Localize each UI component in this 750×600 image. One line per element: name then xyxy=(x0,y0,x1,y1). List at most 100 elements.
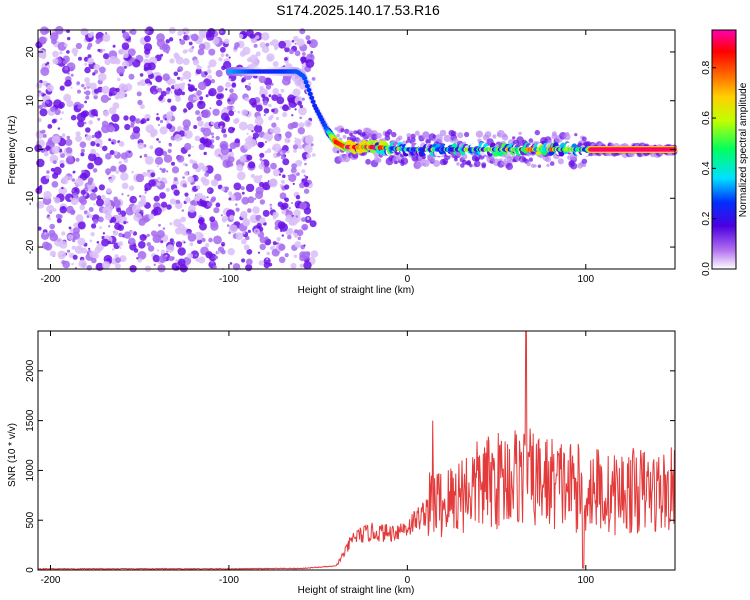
noise-speckle xyxy=(259,86,264,91)
noise-speckle xyxy=(66,135,71,140)
noise-speckle xyxy=(157,264,166,273)
noise-speckle xyxy=(188,41,193,46)
noise-speckle xyxy=(268,178,278,188)
noise-speckle xyxy=(207,65,211,69)
noise-speckle xyxy=(192,96,197,101)
noise-speckle xyxy=(236,171,246,181)
noise-speckle xyxy=(155,75,163,83)
ridge-haze xyxy=(365,158,371,165)
noise-speckle xyxy=(259,88,268,97)
noise-speckle xyxy=(177,247,186,256)
noise-speckle xyxy=(105,168,112,175)
noise-speckle xyxy=(198,100,203,105)
noise-speckle xyxy=(291,114,294,117)
noise-speckle xyxy=(108,92,113,97)
ridge-haze xyxy=(528,138,534,143)
ridge-haze xyxy=(443,134,451,143)
noise-speckle xyxy=(272,126,281,135)
noise-speckle xyxy=(85,90,91,96)
noise-speckle xyxy=(141,209,144,213)
noise-speckle xyxy=(198,217,205,224)
noise-speckle xyxy=(66,249,71,253)
noise-speckle xyxy=(186,36,190,40)
ridge-haze xyxy=(340,128,345,133)
noise-speckle xyxy=(284,46,290,53)
noise-speckle xyxy=(208,88,217,97)
noise-speckle xyxy=(213,265,217,269)
noise-speckle xyxy=(241,258,246,263)
noise-speckle xyxy=(82,110,89,117)
noise-speckle xyxy=(296,172,300,176)
noise-speckle xyxy=(242,231,246,235)
noise-speckle xyxy=(135,173,145,183)
noise-speckle xyxy=(242,46,251,55)
noise-speckle xyxy=(218,154,221,157)
y-tick-label: 1000 xyxy=(25,459,36,482)
noise-speckle xyxy=(117,241,124,247)
noise-speckle xyxy=(163,154,173,163)
noise-speckle xyxy=(68,226,72,230)
noise-speckle xyxy=(234,138,240,144)
noise-speckle xyxy=(220,187,225,192)
noise-speckle xyxy=(276,237,281,242)
noise-speckle xyxy=(285,228,293,236)
noise-speckle xyxy=(161,43,169,51)
noise-speckle xyxy=(294,108,297,111)
noise-speckle xyxy=(255,186,264,195)
noise-speckle xyxy=(59,163,65,169)
ridge-haze xyxy=(546,163,550,167)
noise-speckle xyxy=(199,128,202,131)
noise-speckle xyxy=(199,222,207,231)
noise-speckle xyxy=(273,245,276,248)
noise-speckle xyxy=(56,218,62,224)
noise-speckle xyxy=(121,182,129,190)
noise-speckle xyxy=(153,263,156,266)
noise-speckle xyxy=(165,187,170,192)
noise-speckle xyxy=(153,206,162,216)
noise-speckle xyxy=(290,167,297,174)
noise-speckle xyxy=(279,223,288,232)
noise-speckle xyxy=(297,236,301,241)
noise-speckle xyxy=(166,114,173,121)
noise-speckle xyxy=(61,260,66,265)
noise-speckle xyxy=(89,250,96,258)
noise-speckle xyxy=(262,209,270,217)
noise-speckle xyxy=(263,262,270,269)
noise-speckle xyxy=(159,46,164,50)
y-tick-label: 0 xyxy=(25,567,36,573)
noise-speckle xyxy=(107,240,112,245)
noise-speckle xyxy=(193,125,198,129)
noise-speckle xyxy=(137,257,143,263)
noise-speckle xyxy=(291,202,293,204)
noise-speckle xyxy=(266,258,269,261)
noise-speckle xyxy=(206,69,212,74)
noise-speckle xyxy=(272,211,279,218)
noise-speckle xyxy=(138,218,146,226)
colorbar-tick-label: 0.6 xyxy=(701,111,712,125)
noise-speckle xyxy=(85,127,91,133)
noise-speckle xyxy=(52,160,57,165)
noise-speckle xyxy=(196,116,202,122)
noise-speckle xyxy=(138,241,146,249)
noise-speckle xyxy=(95,113,98,117)
noise-speckle xyxy=(227,126,235,134)
noise-speckle xyxy=(299,28,306,35)
noise-speckle xyxy=(71,231,81,240)
noise-speckle xyxy=(201,165,208,172)
noise-speckle xyxy=(258,163,265,170)
noise-speckle xyxy=(187,176,195,183)
noise-speckle xyxy=(123,221,127,225)
noise-speckle xyxy=(59,51,63,55)
ridge-haze xyxy=(384,135,391,141)
noise-speckle xyxy=(265,84,272,90)
noise-speckle xyxy=(111,248,115,251)
noise-speckle xyxy=(293,254,298,258)
noise-speckle xyxy=(102,232,106,235)
noise-speckle xyxy=(53,208,57,212)
noise-speckle xyxy=(75,135,82,143)
noise-speckle xyxy=(75,131,81,137)
ridge-haze xyxy=(457,132,464,139)
ridge-haze xyxy=(375,132,382,139)
noise-speckle xyxy=(188,47,194,53)
ridge-haze xyxy=(343,155,351,163)
